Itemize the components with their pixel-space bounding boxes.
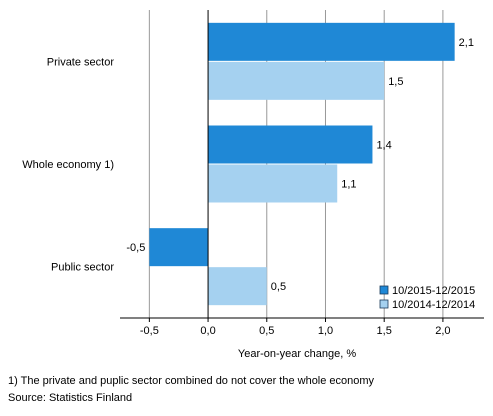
legend-swatch xyxy=(379,299,389,309)
data-label: 0,5 xyxy=(271,281,286,293)
category-label: Whole economy 1) xyxy=(22,159,114,171)
legend-label: 10/2014-12/2014 xyxy=(392,299,475,311)
data-label: -0,5 xyxy=(126,242,145,254)
x-tick-label: 1,5 xyxy=(377,325,392,337)
data-label: 2,1 xyxy=(459,37,474,49)
footnote: 1) The private and puplic sector combine… xyxy=(8,375,375,387)
x-tick-label: 2,0 xyxy=(435,325,450,337)
x-axis-title: Year-on-year change, % xyxy=(238,348,356,360)
x-tick-label: 0,0 xyxy=(200,325,215,337)
category-label: Private sector xyxy=(47,56,115,68)
bar xyxy=(208,125,373,164)
x-tick-label: -0,5 xyxy=(140,325,159,337)
bar xyxy=(208,22,455,61)
data-label: 1,5 xyxy=(388,76,403,88)
bar xyxy=(149,228,209,267)
legend: 10/2015-12/2015 10/2014-12/2014 xyxy=(379,285,475,311)
data-label: 1,1 xyxy=(341,179,356,191)
grid-lines xyxy=(148,10,444,318)
x-tick-label: 0,5 xyxy=(259,325,274,337)
bar xyxy=(208,164,338,203)
bars xyxy=(149,22,455,306)
legend-label: 10/2015-12/2015 xyxy=(392,285,475,297)
bar xyxy=(208,61,385,100)
axes xyxy=(120,10,484,322)
source-note: Source: Statistics Finland xyxy=(8,392,133,404)
x-tick-label: 1,0 xyxy=(318,325,333,337)
bar xyxy=(208,267,267,306)
legend-swatch xyxy=(379,285,389,295)
data-label: 1,4 xyxy=(376,140,391,152)
category-label: Public sector xyxy=(51,262,114,274)
labels: 2,1 1,5 Private sector 1,4 1,1 Whole economy … xyxy=(22,37,474,360)
